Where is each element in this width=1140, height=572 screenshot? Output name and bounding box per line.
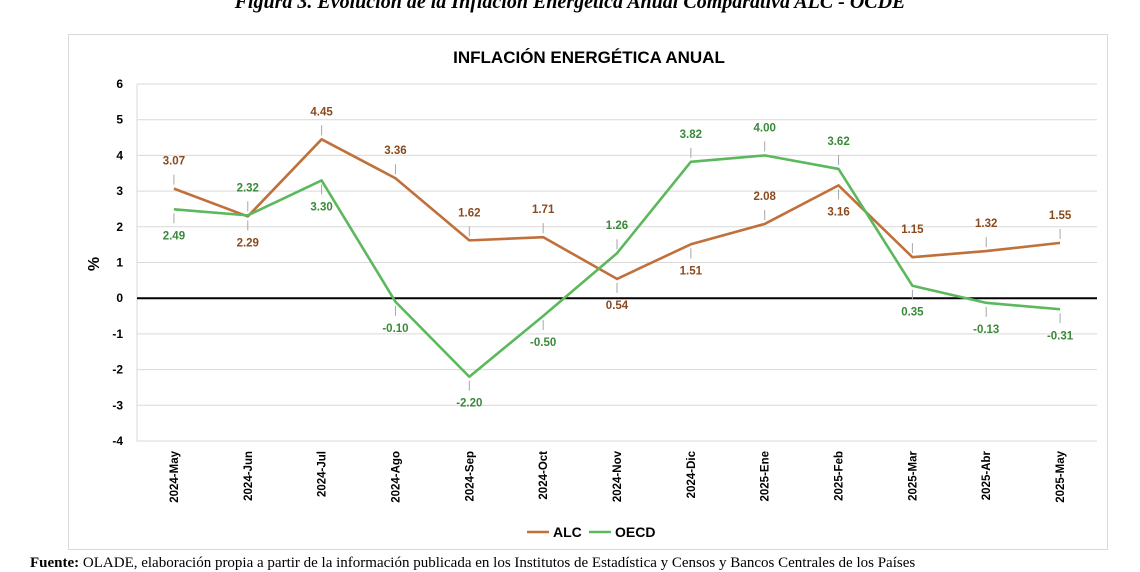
- legend-label-alc: ALC: [553, 524, 582, 540]
- x-tick-label: 2024-Ago: [390, 451, 402, 503]
- x-tick-label: 2024-Dic: [686, 450, 698, 498]
- y-axis-label: %: [86, 257, 103, 271]
- series-line-alc: [173, 138, 1061, 281]
- y-tick-labels: -4 -3 -2 -1 0 1 2 3 4 5 6: [112, 77, 123, 448]
- data-label-oecd: 2.32: [237, 182, 259, 194]
- data-label-alc: 1.55: [1049, 210, 1072, 222]
- data-label-alc: 0.54: [606, 300, 629, 312]
- data-label-oecd: 1.26: [606, 220, 628, 232]
- y-tick-label: -3: [112, 398, 123, 412]
- source-text: OLADE, elaboración propia a partir de la…: [82, 555, 916, 571]
- data-label-alc: 1.62: [458, 207, 480, 219]
- data-label-alc: 1.51: [680, 265, 703, 277]
- source-label: Fuente:: [30, 555, 80, 571]
- y-tick-label: 3: [116, 184, 123, 198]
- data-label-alc: 2.08: [753, 191, 776, 203]
- data-label-alc: 4.45: [310, 106, 333, 118]
- data-label-oecd: 0.35: [901, 307, 924, 319]
- figure-title: Figura 3. Evolución de la Inflación Ener…: [234, 0, 906, 13]
- data-label-alc: 3.16: [827, 206, 849, 218]
- x-tick-label: 2024-Jul: [317, 451, 329, 497]
- data-labels: 3.07 2.29 4.45 3.36 1.62 1.71 0.54 1.51 2.08 3.16…: [163, 106, 1074, 409]
- legend-label-oecd: OECD: [615, 524, 655, 540]
- x-tick-label: 2025-Feb: [834, 451, 846, 501]
- x-tick-label: 2025-May: [1055, 450, 1067, 502]
- data-label-oecd: 3.30: [310, 201, 332, 213]
- x-tick-label: 2025-Ene: [760, 451, 772, 502]
- x-tick-label: 2025-Abr: [981, 450, 993, 500]
- data-label-alc: 3.07: [163, 156, 185, 168]
- x-tick-label: 2024-Oct: [538, 451, 550, 500]
- data-label-oecd: -0.13: [973, 324, 999, 336]
- legend: ALC OECD: [527, 524, 655, 540]
- data-label-oecd: 3.62: [827, 136, 849, 148]
- x-tick-label: 2025-Mar: [907, 450, 919, 500]
- y-tick-label: -2: [112, 363, 123, 377]
- x-tick-label: 2024-May: [169, 450, 181, 502]
- y-tick-label: -4: [112, 434, 123, 448]
- gridlines: [136, 83, 1097, 442]
- line-chart: INFLACIÓN ENERGÉTICA ANUAL % -4 -3 -2 -1 0 1 2…: [86, 48, 1097, 540]
- label-leader-lines: [173, 125, 1061, 391]
- source-note: Fuente: OLADE, elaboración propia a part…: [30, 555, 1140, 572]
- y-tick-label: 5: [116, 113, 123, 127]
- data-label-alc: 1.15: [901, 224, 924, 236]
- data-label-oecd: -0.31: [1047, 330, 1074, 342]
- data-label-alc: 3.36: [384, 145, 406, 157]
- y-tick-label: 6: [116, 77, 123, 91]
- data-label-oecd: -0.50: [530, 337, 556, 349]
- y-tick-label: 0: [116, 291, 123, 305]
- x-tick-labels: 2024-May 2024-Jun 2024-Jul 2024-Ago 2024-Sep…: [169, 450, 1067, 502]
- x-tick-label: 2024-Nov: [612, 450, 624, 502]
- data-label-oecd: 2.49: [163, 230, 185, 242]
- chart-title: INFLACIÓN ENERGÉTICA ANUAL: [453, 48, 725, 67]
- y-tick-label: -1: [112, 327, 123, 341]
- data-label-oecd: -2.20: [456, 398, 482, 410]
- series-line-oecd: [173, 154, 1061, 379]
- data-label-oecd: 4.00: [753, 122, 775, 134]
- data-label-alc: 1.32: [975, 218, 997, 230]
- series-lines: [173, 138, 1061, 379]
- data-label-alc: 1.71: [532, 204, 555, 216]
- y-tick-label: 2: [116, 220, 123, 234]
- y-tick-label: 1: [116, 256, 123, 270]
- data-label-alc: 2.29: [237, 237, 259, 249]
- chart-container: INFLACIÓN ENERGÉTICA ANUAL % -4 -3 -2 -1 0 1 2…: [68, 34, 1108, 550]
- data-label-oecd: -0.10: [382, 323, 408, 335]
- y-tick-label: 4: [116, 148, 123, 162]
- x-tick-label: 2024-Sep: [464, 451, 476, 502]
- x-tick-label: 2024-Jun: [243, 451, 255, 501]
- data-label-oecd: 3.82: [680, 129, 702, 141]
